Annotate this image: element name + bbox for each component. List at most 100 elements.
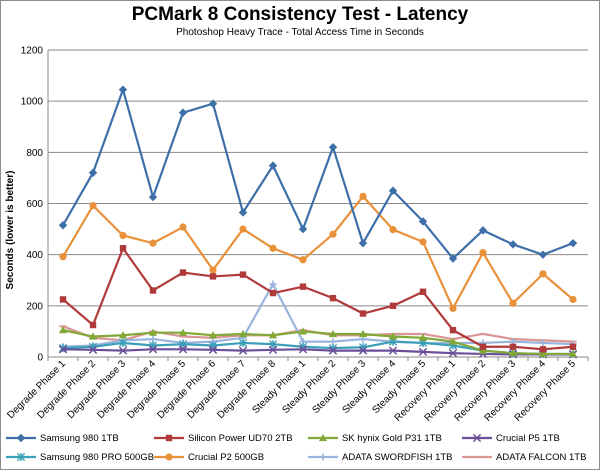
legend-item: Silicon Power UD70 2TB <box>154 430 293 446</box>
legend-swatch <box>308 433 338 442</box>
data-point <box>178 345 188 354</box>
data-point <box>148 192 158 202</box>
legend-label: SK hynix Gold P31 1TB <box>342 432 442 444</box>
legend-item: ADATA FALCON 1TB <box>462 449 586 465</box>
legend-label: Samsung 980 1TB <box>40 432 119 444</box>
data-point <box>208 331 218 339</box>
data-point <box>388 346 398 355</box>
data-point <box>329 230 337 238</box>
legend-label: Silicon Power UD70 2TB <box>188 432 293 444</box>
x-tick-label: Steady Phase 5 <box>370 358 428 416</box>
data-point <box>179 269 187 276</box>
legend-swatch <box>308 453 338 461</box>
data-point <box>148 345 158 354</box>
series-sk-hynix-gold-p31-1tb <box>58 326 578 358</box>
y-tick-label: 200 <box>26 301 43 312</box>
series-line <box>62 329 573 356</box>
data-point <box>119 245 127 252</box>
data-point <box>118 346 128 355</box>
data-point <box>478 346 488 354</box>
chart-plot: 0 200 400 600 800 1000 1200 Degrade Phase 1Deg… <box>5 46 589 424</box>
legend-swatch <box>6 452 36 462</box>
data-point <box>508 240 518 249</box>
series-group <box>58 85 578 359</box>
x-tick-label: Steady Phase 2 <box>280 358 338 416</box>
legend: Samsung 980 1TB Silicon Power UD70 2TB SK … <box>6 430 596 466</box>
data-point <box>118 331 128 339</box>
data-point <box>449 304 457 312</box>
legend-swatch-marker <box>472 433 482 443</box>
data-point <box>149 287 157 294</box>
legend-label: Crucial P2 500GB <box>188 451 265 463</box>
x-tick-label: Steady Phase 4 <box>340 358 398 416</box>
data-point <box>479 343 487 350</box>
data-point <box>268 331 278 339</box>
data-point <box>328 143 338 152</box>
data-point <box>118 85 128 94</box>
data-point <box>268 345 278 354</box>
y-tick-label: 1000 <box>21 97 44 108</box>
data-point <box>329 294 337 302</box>
series-line <box>62 282 574 348</box>
series-line <box>62 348 573 356</box>
data-point <box>89 201 97 210</box>
data-point <box>389 225 397 234</box>
data-point <box>418 333 428 341</box>
data-point <box>508 349 518 357</box>
data-point <box>479 249 487 257</box>
legend-label: ADATA FALCON 1TB <box>496 451 587 463</box>
legend-swatch <box>462 455 492 459</box>
chart-subtitle: Photoshop Heavy Trace - Total Access Tim… <box>176 27 424 38</box>
data-point <box>448 349 458 358</box>
y-tick-label: 0 <box>37 353 43 364</box>
series-line <box>62 247 574 351</box>
data-point <box>418 347 428 357</box>
legend-swatch <box>154 434 184 442</box>
data-point <box>419 288 427 295</box>
y-axis-label: Seconds (lower is better) <box>5 171 16 290</box>
x-tick-label: Steady Phase 1 <box>250 358 308 416</box>
data-point <box>448 337 458 345</box>
data-point <box>178 328 188 336</box>
series-silicon-power-ud70-2tb <box>59 245 577 353</box>
data-point <box>149 239 157 247</box>
data-point <box>238 208 248 217</box>
legend-swatch-marker <box>165 434 173 442</box>
series-adata-swordfish-1tb <box>59 280 577 351</box>
data-point <box>418 217 428 226</box>
data-point <box>208 99 218 108</box>
data-point <box>538 349 548 358</box>
data-point <box>239 271 247 278</box>
data-point <box>328 346 338 355</box>
data-point <box>539 339 547 347</box>
legend-swatch-marker <box>16 452 26 462</box>
data-point <box>358 346 368 355</box>
data-point <box>239 225 247 233</box>
data-point <box>568 349 578 358</box>
data-point <box>118 338 128 348</box>
data-point <box>389 302 397 310</box>
legend-item: Crucial P2 500GB <box>154 449 264 465</box>
data-point <box>269 244 277 252</box>
legend-item: Crucial P5 1TB <box>462 430 560 446</box>
legend-item: Samsung 980 1TB <box>6 430 119 446</box>
y-tick-label: 1200 <box>21 46 44 57</box>
legend-label: ADATA SWORDFISH 1TB <box>342 451 453 463</box>
data-point <box>179 223 187 231</box>
data-point <box>388 186 398 195</box>
y-tick-label: 800 <box>26 148 43 159</box>
data-point <box>478 226 488 235</box>
series-crucial-p2-500gb <box>59 192 577 312</box>
series-samsung-980-1tb <box>58 85 578 263</box>
legend-swatch-marker <box>165 453 173 461</box>
data-point <box>538 250 548 259</box>
data-point <box>58 221 68 230</box>
data-point <box>119 231 127 240</box>
legend-item: Samsung 980 PRO 500GB <box>6 449 154 465</box>
data-point <box>269 280 277 288</box>
data-point <box>299 283 307 290</box>
data-point <box>59 253 67 261</box>
data-point <box>449 326 457 334</box>
data-point <box>178 108 188 117</box>
